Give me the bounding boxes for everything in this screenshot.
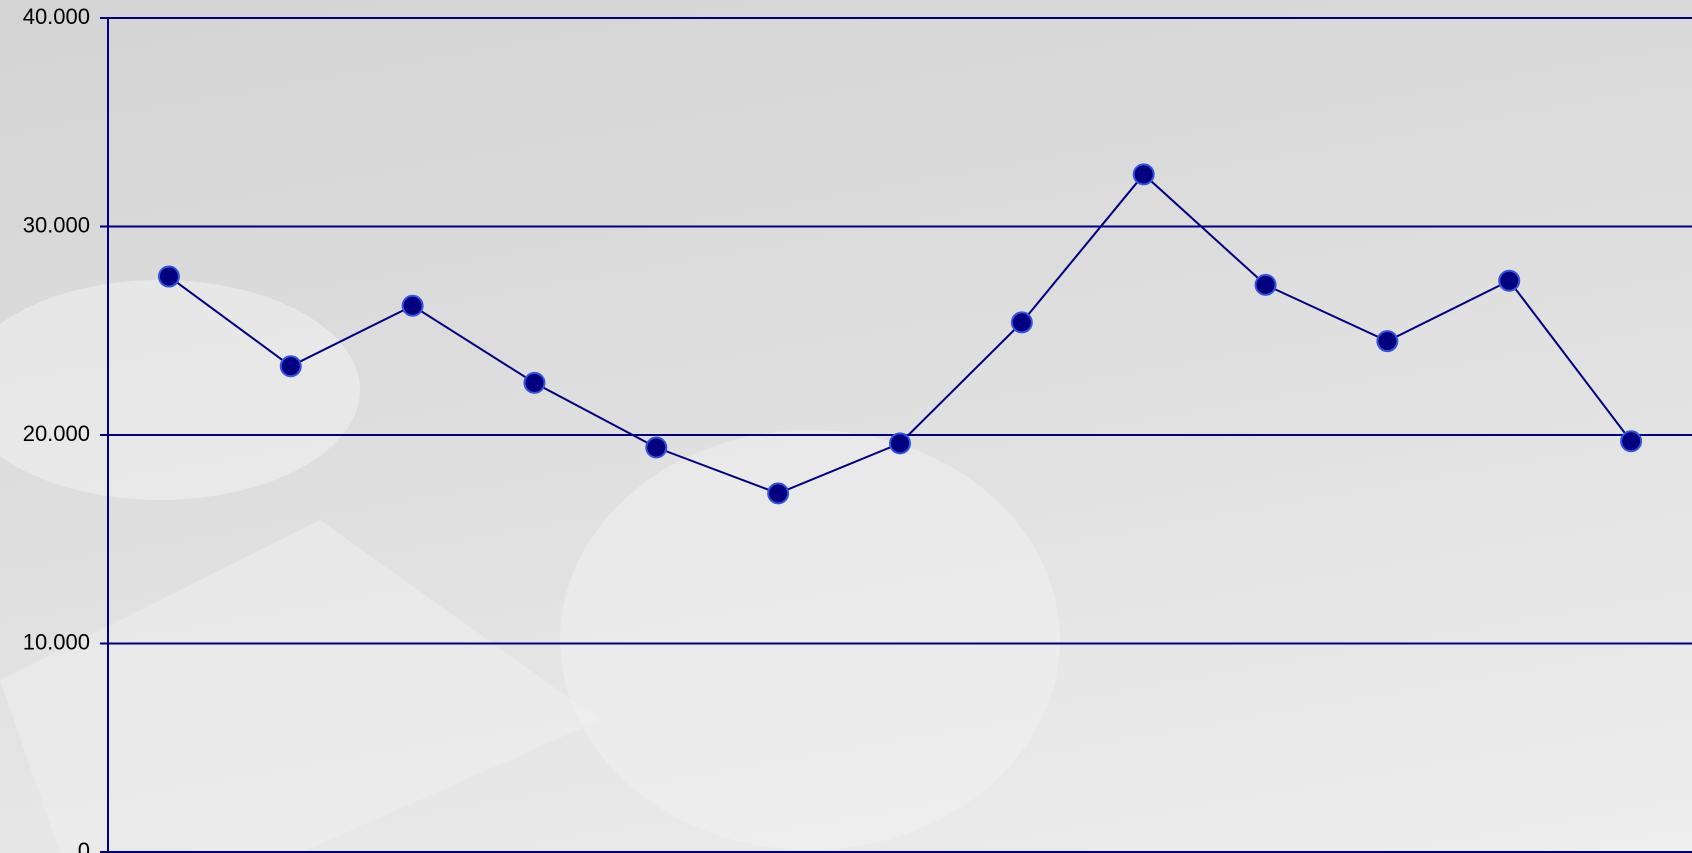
marker [1376, 330, 1399, 353]
background-decoration [560, 430, 1060, 850]
y-tick-label: 40.000 [23, 4, 90, 29]
y-tick-label: 10.000 [23, 629, 90, 654]
marker [645, 436, 668, 459]
marker [157, 265, 180, 288]
marker [279, 355, 302, 378]
marker [1254, 273, 1277, 296]
marker [1010, 311, 1033, 334]
y-tick-label: 20.000 [23, 421, 90, 446]
marker [523, 371, 546, 394]
marker [1132, 163, 1155, 186]
marker [1620, 430, 1643, 453]
marker [401, 294, 424, 317]
background-decoration [0, 280, 360, 500]
y-tick-label: 0 [78, 838, 90, 853]
y-tick-label: 30.000 [23, 212, 90, 237]
background-decoration [0, 520, 600, 853]
marker [889, 432, 911, 455]
marker [1498, 269, 1521, 292]
marker [767, 482, 790, 505]
